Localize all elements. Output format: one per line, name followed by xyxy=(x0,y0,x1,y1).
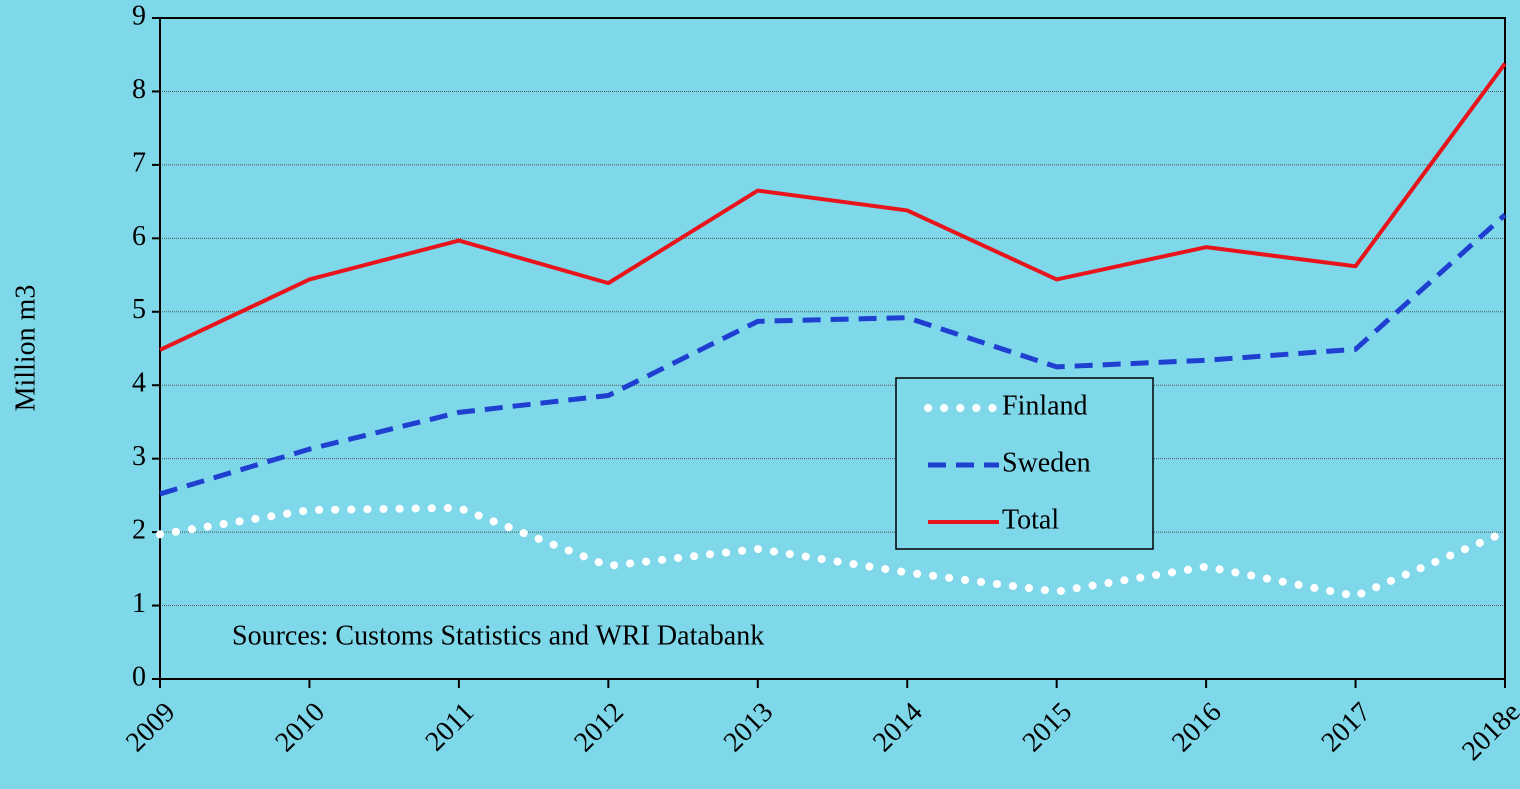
y-tick-label: 2 xyxy=(132,515,146,546)
x-tick-label: 2012 xyxy=(568,697,630,759)
y-tick-label: 7 xyxy=(132,147,146,178)
x-tick-label: 2017 xyxy=(1316,697,1378,759)
legend-label: Total xyxy=(1002,504,1059,535)
x-tick-label: 2010 xyxy=(269,697,331,759)
x-tick-label: 2015 xyxy=(1017,697,1079,759)
y-tick-label: 4 xyxy=(132,368,146,399)
x-tick-label: 2011 xyxy=(420,697,481,758)
x-tick-label: 2018e xyxy=(1456,697,1520,767)
line-series xyxy=(159,212,1507,497)
annotation: Sources: Customs Statistics and WRI Data… xyxy=(232,620,764,651)
y-tick-label: 3 xyxy=(132,441,146,472)
y-tick-label: 9 xyxy=(132,0,146,31)
legend-label: Finland xyxy=(1002,390,1088,421)
x-tick-label: 2014 xyxy=(867,697,929,759)
line-series xyxy=(159,62,1507,352)
plot-border xyxy=(159,17,1506,680)
y-tick-label: 0 xyxy=(132,661,146,692)
y-tick-label: 6 xyxy=(132,221,146,252)
x-tick-label: 2013 xyxy=(718,697,780,759)
x-tick-label: 2016 xyxy=(1166,697,1228,759)
y-tick-label: 8 xyxy=(132,74,146,105)
y-axis-label: Million m3 xyxy=(10,285,41,412)
y-tick-label: 5 xyxy=(132,294,146,325)
x-tick-label: 2009 xyxy=(120,697,182,759)
y-tick-label: 1 xyxy=(132,588,146,619)
legend-label: Sweden xyxy=(1002,447,1091,478)
line-series xyxy=(156,503,1509,601)
